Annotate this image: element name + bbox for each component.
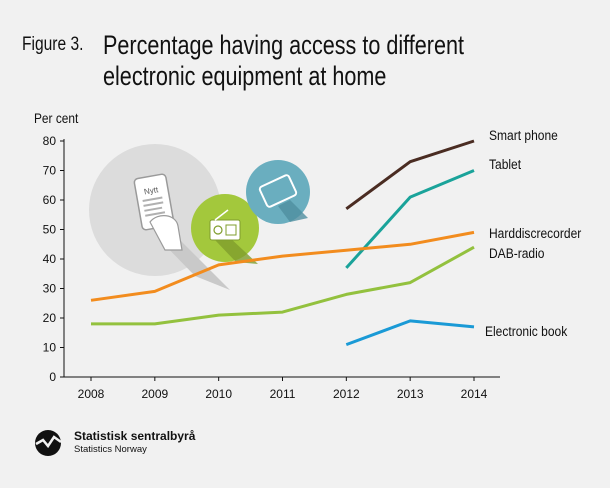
y-tick-label: 60 <box>43 193 57 207</box>
x-tick-label: 2014 <box>461 387 488 401</box>
radio-antenna <box>214 209 229 221</box>
tablet-shadow <box>278 200 308 222</box>
series-label: Smart phone <box>489 127 558 143</box>
axes: 0 10 20 30 40 50 60 70 80 2008 2009 2010 2011 2012 201… <box>43 134 500 401</box>
x-tick-label: 2008 <box>78 387 105 401</box>
series-line-electronic-book <box>345 319 475 347</box>
figure-label: Figure 3. <box>22 34 84 55</box>
series-label: Electronic book <box>485 323 568 339</box>
ssb-logo: Statistisk sentralbyrå Statistics Norway <box>34 428 195 458</box>
logo-name: Statistisk sentralbyrå <box>74 429 196 443</box>
y-tick-label: 70 <box>43 164 57 178</box>
y-tick-label: 0 <box>49 370 56 384</box>
series-line-tablet <box>345 169 475 269</box>
series-label: DAB-radio <box>489 245 545 261</box>
series-line-harddiscrecorder <box>90 230 475 302</box>
hand-icon <box>149 215 183 251</box>
ssb-logo-icon <box>35 430 62 456</box>
x-tick-label: 2013 <box>397 387 424 401</box>
logo-subtitle: Statistics Norway <box>74 444 147 455</box>
phone-text-lines <box>142 196 166 217</box>
series-labels: Smart phone Tablet Harddiscrecorder DAB-rad… <box>485 127 582 339</box>
y-axis-label: Per cent <box>34 110 79 126</box>
radio-shadow <box>215 236 258 264</box>
y-tick-label: 40 <box>43 252 57 266</box>
y-tick-label: 10 <box>43 341 57 355</box>
illustration: Nytt <box>89 144 310 290</box>
chart-title: Percentage having access to different el… <box>103 30 465 91</box>
y-tick-label: 80 <box>43 134 57 148</box>
series-label: Harddiscrecorder <box>489 225 582 241</box>
series-label: Tablet <box>489 156 521 172</box>
tablet-icon <box>258 174 298 208</box>
x-tick-label: 2011 <box>270 387 296 401</box>
x-tick-label: 2012 <box>333 387 360 401</box>
x-tick-label: 2010 <box>205 387 232 401</box>
y-tick-label: 50 <box>43 223 57 237</box>
series-layer <box>90 139 475 347</box>
phone-screen-text: Nytt <box>143 185 159 196</box>
y-tick-label: 20 <box>43 311 57 325</box>
x-tick-label: 2009 <box>141 387 168 401</box>
series-line-dab-radio <box>91 245 475 326</box>
series-line-smart-phone <box>345 139 475 211</box>
y-tick-label: 30 <box>43 282 57 296</box>
